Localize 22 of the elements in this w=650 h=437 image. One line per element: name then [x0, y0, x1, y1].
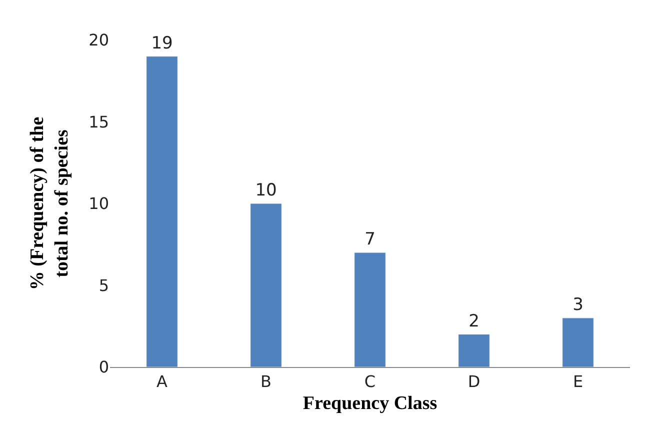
- data-label: 7: [364, 230, 376, 250]
- bar: [146, 56, 178, 367]
- x-tick-label: A: [156, 372, 168, 392]
- y-tick-label: 0: [98, 358, 109, 377]
- y-tick-label: 15: [88, 112, 109, 132]
- data-label: 10: [255, 180, 277, 200]
- bar: [562, 318, 594, 367]
- bar: [458, 334, 490, 367]
- x-tick-label: E: [572, 372, 584, 392]
- x-axis-title: Frequency Class: [302, 393, 438, 414]
- data-label: 19: [151, 33, 173, 54]
- x-tick-label: B: [260, 372, 272, 392]
- y-axis-title: % (Frequency) of the total no. of species: [26, 116, 72, 290]
- y-tick-label: 20: [88, 30, 109, 50]
- bar: [250, 203, 282, 367]
- x-tick-label: C: [364, 372, 376, 392]
- y-tick-label: 5: [98, 276, 109, 295]
- x-tick-label: D: [468, 372, 480, 392]
- y-tick-label: 10: [88, 194, 109, 214]
- data-label: 2: [468, 311, 480, 332]
- bar: [354, 252, 386, 367]
- data-label: 3: [572, 294, 584, 315]
